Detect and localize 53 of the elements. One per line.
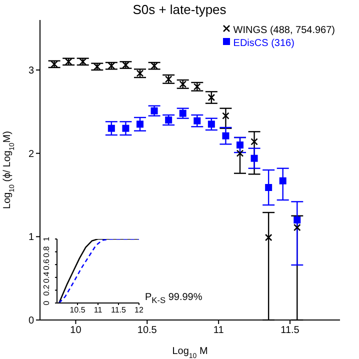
x-tick-label: 11: [94, 306, 103, 315]
x-tick-label: 11: [213, 325, 224, 336]
point: [79, 58, 87, 66]
point: [265, 184, 272, 191]
point: [108, 62, 116, 70]
point: [122, 61, 130, 69]
point: [250, 154, 258, 162]
annotation: P$_{K-S}$ 99.99%: [145, 292, 202, 305]
y-tick-label: 0: [28, 316, 34, 327]
point: [179, 110, 186, 117]
x-tick-label: 11.5: [280, 325, 300, 336]
point: [136, 120, 144, 128]
point: [108, 124, 115, 132]
point: [122, 124, 130, 132]
point: [164, 76, 172, 83]
point: [222, 132, 230, 140]
point: [50, 60, 58, 68]
x-axis-title: Log$_{10}$ M: [172, 346, 208, 359]
point: [193, 83, 201, 90]
x-tick-label: 10.5: [70, 306, 86, 315]
point: [150, 107, 158, 114]
y-tick-label: 0.2: [42, 284, 51, 296]
point: [64, 58, 72, 66]
point: [165, 116, 172, 124]
point: [208, 120, 215, 128]
x-tick-label: 10: [70, 325, 82, 336]
point: [236, 150, 244, 157]
legend-label: EDisCS (316): [232, 37, 296, 50]
y-tick-label: 0.4: [42, 271, 51, 283]
point: [222, 112, 230, 120]
x-tick-label: 10.5: [137, 325, 158, 336]
point: [208, 94, 216, 102]
point: [294, 216, 301, 224]
y-tick-label: 0: [42, 300, 51, 306]
point: [250, 138, 258, 146]
point: [179, 80, 187, 88]
y-tick-label: 1: [28, 232, 34, 244]
y-tick-label: 0.8: [42, 246, 51, 258]
point: [279, 177, 286, 184]
y-tick-label: 1: [42, 236, 51, 242]
point: [93, 63, 101, 70]
point: [236, 142, 244, 148]
legend-label: WINGS (488, 754.967): [232, 24, 335, 37]
point: [264, 234, 272, 242]
point: [194, 117, 201, 124]
y-tick-label: 3: [28, 66, 34, 77]
y-tick-label: 2: [28, 148, 34, 160]
chart-title: S0s + late-types: [132, 2, 228, 17]
point: [150, 62, 158, 70]
y-tick-label: 0.6: [42, 258, 51, 270]
x-tick-label: 12: [134, 306, 144, 315]
x-tick-label: 11.5: [111, 306, 127, 315]
point: [293, 224, 301, 232]
